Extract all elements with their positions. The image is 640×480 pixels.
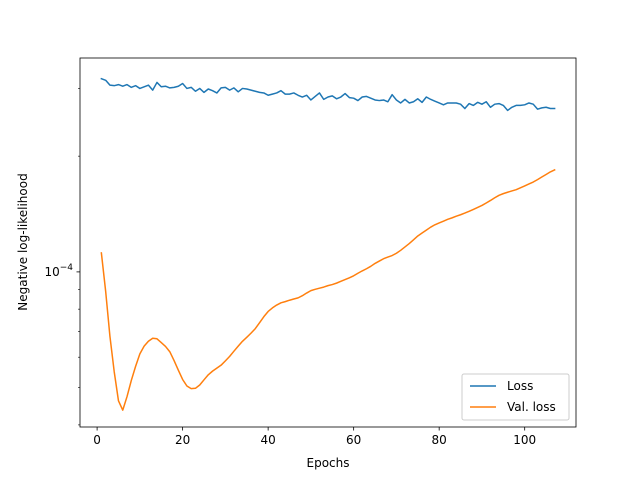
x-tick-label: 20 bbox=[175, 433, 190, 447]
legend-label: Loss bbox=[507, 379, 533, 393]
x-tick-label: 0 bbox=[93, 433, 101, 447]
legend-label: Val. loss bbox=[507, 400, 556, 414]
legend: Loss Val. loss bbox=[461, 373, 570, 421]
x-axis-label: Epochs bbox=[307, 456, 350, 470]
series-line-0 bbox=[100, 77, 556, 112]
x-tick-label: 60 bbox=[346, 433, 361, 447]
x-tick-label: 80 bbox=[432, 433, 447, 447]
x-tick-label: 40 bbox=[260, 433, 275, 447]
axes: 0 20 40 60 80 100 10−4 bbox=[44, 57, 577, 447]
y-tick-label: 10−4 bbox=[44, 263, 73, 279]
series-line-1 bbox=[100, 168, 556, 411]
x-tick-label: 100 bbox=[513, 433, 536, 447]
plot-area bbox=[100, 77, 556, 411]
axes-frame bbox=[79, 57, 577, 428]
y-axis-label: Negative log-likelihood bbox=[16, 173, 30, 310]
